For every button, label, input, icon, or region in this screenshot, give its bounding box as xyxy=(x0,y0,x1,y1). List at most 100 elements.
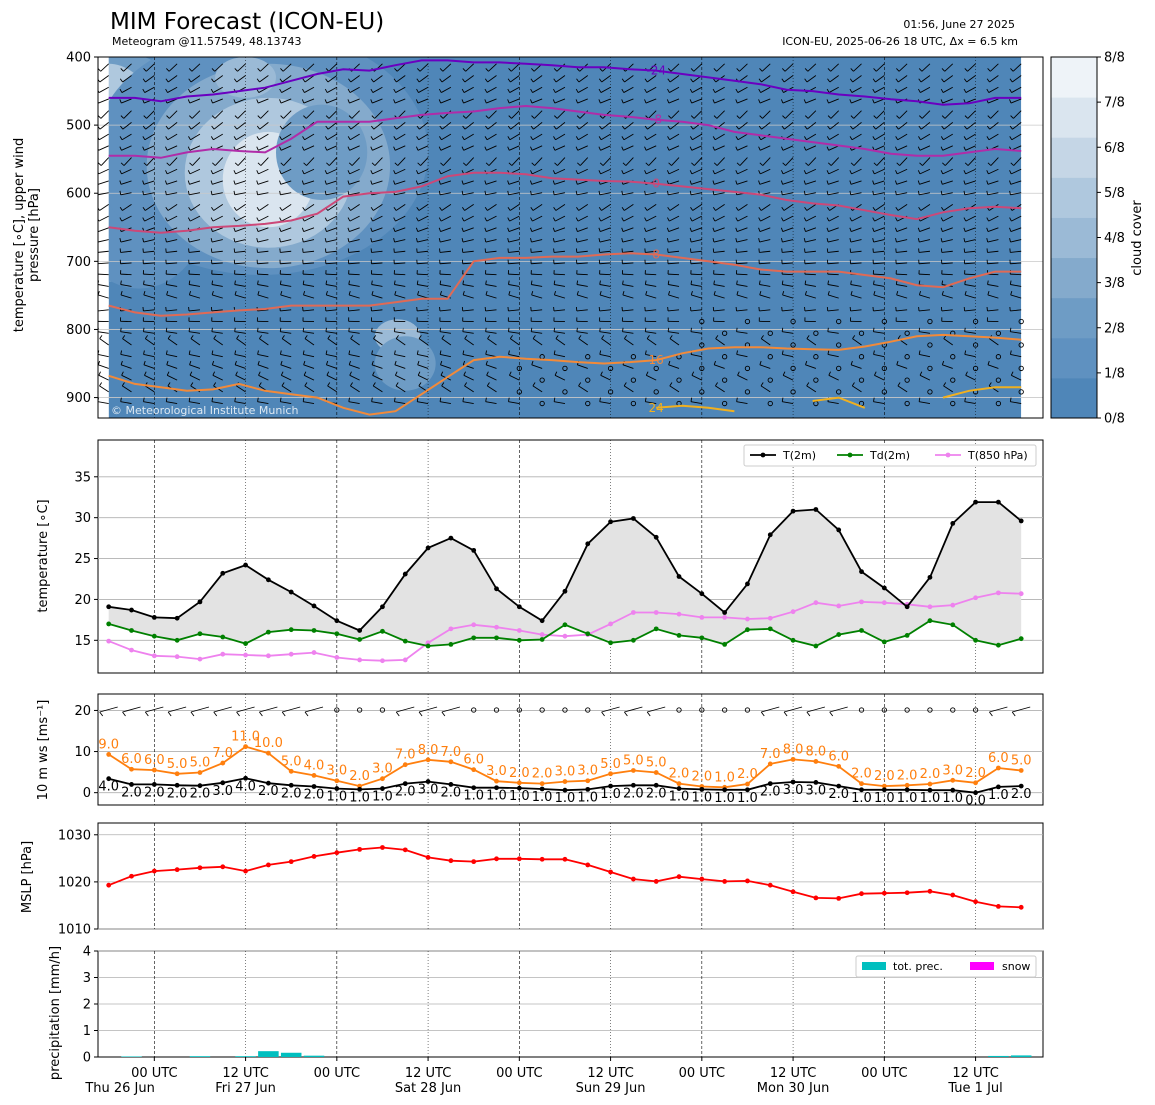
wind-barb xyxy=(509,215,520,222)
wind-barb xyxy=(214,63,224,72)
wind-barb xyxy=(828,98,839,104)
wind-barb-flag xyxy=(735,206,739,211)
wind-barb xyxy=(303,294,315,299)
wind-barb xyxy=(257,262,269,265)
wind-barb xyxy=(806,204,817,211)
data-point xyxy=(197,770,203,775)
wind-barb-flag xyxy=(189,290,192,296)
calm-wind-marker xyxy=(539,400,545,407)
calm-wind-marker xyxy=(813,354,819,360)
wind-barb xyxy=(690,331,702,334)
wind-barb xyxy=(98,374,109,381)
data-point xyxy=(608,783,613,789)
wind-barb xyxy=(531,227,543,233)
wind-barb-flag xyxy=(257,397,259,402)
wind-barb xyxy=(783,75,794,83)
wind-barb-flag xyxy=(1009,170,1012,175)
wind-barb-flag xyxy=(236,335,240,339)
wind-barb-flag xyxy=(873,68,877,72)
wind-barb-flag xyxy=(575,190,578,195)
wind-barb xyxy=(487,204,497,211)
wind-barb xyxy=(965,215,976,222)
wind-barb xyxy=(668,331,680,334)
calm-wind-marker xyxy=(585,354,591,360)
wind-barb xyxy=(736,180,748,185)
wind-barb xyxy=(713,284,725,287)
wind-barb xyxy=(600,98,611,104)
y-tick-label: 20 xyxy=(74,593,91,608)
wind-barb xyxy=(713,250,725,253)
wind-barb xyxy=(874,204,885,211)
wind-barb xyxy=(304,133,315,141)
wind-barb xyxy=(508,192,520,196)
wind-barb xyxy=(349,215,360,222)
data-point xyxy=(106,638,112,644)
wind-barb xyxy=(782,227,794,233)
wind-barb-flag xyxy=(735,146,738,151)
wind-barb xyxy=(98,353,109,358)
x-day-label: Tue 1 Jul xyxy=(947,1081,1002,1096)
wind-barb-flag xyxy=(917,180,920,185)
wind-barb-flag xyxy=(598,238,601,243)
wind-barb xyxy=(713,273,725,276)
wind-barb-flag xyxy=(371,327,373,332)
wind-barb-flag xyxy=(987,162,992,166)
wind-barb xyxy=(806,338,817,346)
wind-barb-flag xyxy=(462,115,467,119)
wind-barb xyxy=(281,374,292,381)
wind-barb xyxy=(485,273,497,276)
data-label: 3.0 xyxy=(418,783,439,798)
calm-wind-marker xyxy=(995,354,1002,360)
wind-barb-flag xyxy=(758,125,762,130)
wind-barb xyxy=(873,284,885,287)
wind-barb-flag xyxy=(371,115,375,119)
wind-barb-flag xyxy=(940,170,944,175)
data-point xyxy=(995,903,1001,909)
wind-barb xyxy=(234,273,246,276)
data-point xyxy=(220,651,226,657)
calm-wind-marker xyxy=(721,330,728,336)
data-point xyxy=(448,641,454,647)
wind-barb xyxy=(964,262,976,265)
wind-barb xyxy=(303,180,315,185)
data-point xyxy=(722,787,728,793)
wind-barb xyxy=(372,98,383,104)
data-label: 2.0 xyxy=(897,768,918,783)
wind-barb-flag xyxy=(760,335,764,339)
wind-barb-flag xyxy=(416,136,420,141)
data-label: 1.0 xyxy=(942,791,963,806)
wind-barb-flag xyxy=(667,327,670,332)
wind-barb xyxy=(762,110,771,119)
data-point xyxy=(380,628,385,634)
wind-barb xyxy=(235,374,246,381)
wind-barb xyxy=(121,133,132,141)
wind-barb xyxy=(351,110,360,119)
wind-barb xyxy=(485,262,497,265)
data-point xyxy=(995,765,1001,771)
wind-barb-flag xyxy=(233,190,236,195)
calm-wind-marker xyxy=(539,707,545,713)
wind-barb-flag xyxy=(142,136,146,141)
wind-barb-flag xyxy=(781,206,785,211)
wind-barb xyxy=(280,180,292,185)
wind-barb xyxy=(464,75,474,83)
data-point xyxy=(653,610,659,615)
wind-barb-flag xyxy=(484,88,488,93)
wind-barb-flag xyxy=(144,371,147,376)
wind-barb xyxy=(281,168,292,175)
wind-barb-flag xyxy=(348,290,351,296)
wind-barb-flag xyxy=(142,146,145,151)
wind-barb-flag xyxy=(144,335,148,339)
wind-barb xyxy=(349,98,360,104)
wind-barb-flag xyxy=(213,335,217,339)
wind-barb-flag xyxy=(485,397,487,402)
wind-barb xyxy=(759,364,771,369)
wind-barb xyxy=(693,110,703,119)
wind-barb-flag xyxy=(599,125,603,130)
wind-barb xyxy=(235,133,246,141)
wind-barb-flag xyxy=(895,136,899,141)
wind-barb-flag xyxy=(303,115,307,119)
wind-barb-flag xyxy=(462,68,466,72)
wind-barb-flag xyxy=(804,280,807,285)
wind-barb xyxy=(874,133,885,141)
